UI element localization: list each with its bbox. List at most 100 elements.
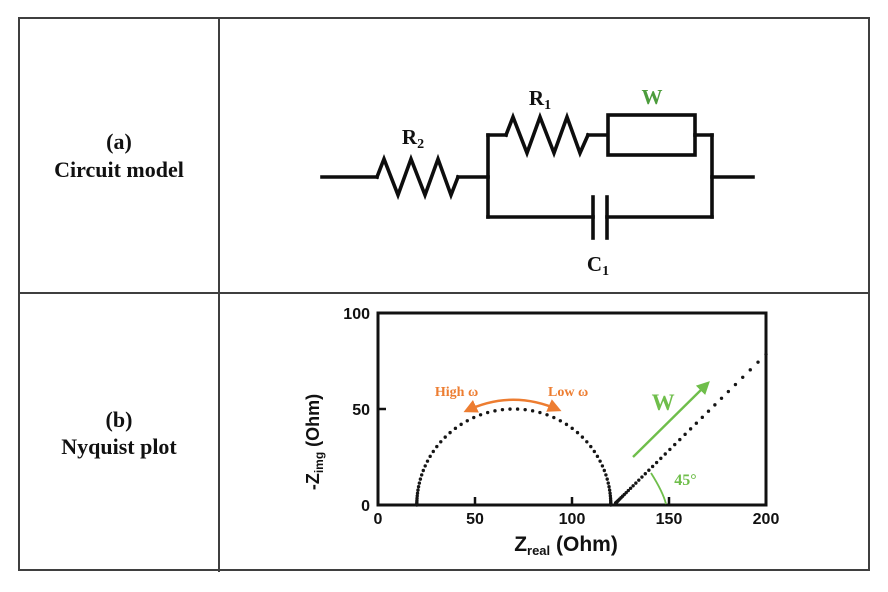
data-point: [570, 426, 574, 431]
label-warburg: W: [642, 85, 663, 109]
x-tick-label: 100: [559, 511, 586, 528]
data-point: [726, 389, 731, 394]
data-point: [416, 488, 420, 492]
data-point: [624, 490, 628, 495]
data-point: [634, 481, 638, 485]
row-b-tag: (b): [105, 406, 133, 432]
data-point: [663, 452, 667, 456]
data-point: [564, 422, 569, 427]
data-point: [606, 481, 610, 485]
cell-b-content: 0 50 100 150 200 0 50 100 Zreal (Ohm) -Zimg (Oh…: [218, 294, 868, 572]
data-point: [448, 430, 452, 435]
data-point: [683, 432, 687, 437]
x-tick-label: 200: [753, 511, 780, 528]
cell-a-label: (a) Circuit model: [20, 19, 218, 294]
y-tick-label: 100: [343, 306, 370, 323]
y-tick-label: 0: [361, 498, 370, 515]
data-point: [415, 491, 420, 495]
data-point: [607, 488, 612, 492]
x-tick-label: 150: [656, 511, 683, 528]
data-point: [608, 491, 612, 495]
data-point: [558, 419, 563, 423]
data-point: [637, 478, 641, 482]
data-point: [694, 421, 699, 425]
row-b-caption: Nyquist plot: [61, 434, 177, 459]
circuit-diagram: R2 R1 W C1: [320, 85, 755, 279]
data-point: [417, 481, 422, 485]
data-point: [439, 440, 443, 444]
y-axis-title: -Zimg (Ohm): [303, 394, 326, 490]
data-point: [585, 440, 589, 444]
data-point: [453, 426, 458, 431]
data-point: [647, 468, 651, 472]
resistor-r1-zigzag: [503, 111, 591, 159]
data-point: [589, 444, 593, 449]
data-point: [719, 396, 724, 401]
data-point: [443, 435, 447, 439]
data-point: [523, 407, 527, 412]
data-points-layer: [415, 352, 768, 507]
data-point: [607, 485, 611, 489]
angle-arc: [650, 472, 667, 505]
data-point: [764, 352, 768, 356]
data-point: [626, 488, 631, 493]
resistor-r2-zigzag: [374, 153, 461, 201]
data-point: [493, 409, 497, 413]
label-c1: C1: [587, 252, 609, 279]
label-r1: R1: [529, 86, 551, 113]
data-point: [428, 454, 432, 459]
x-tick-label: 50: [466, 511, 484, 528]
data-point: [713, 403, 717, 407]
cell-b-label: (b) Nyquist plot: [20, 294, 218, 572]
data-point: [659, 456, 663, 461]
annotation-high-omega: High ω: [435, 385, 478, 400]
data-point: [435, 444, 439, 449]
data-point: [706, 409, 711, 413]
data-point: [688, 427, 693, 431]
cell-a-content: R2 R1 W C1: [218, 19, 868, 294]
data-point: [545, 413, 549, 417]
label-r2: R2: [402, 125, 424, 152]
data-point: [678, 437, 682, 442]
data-point: [530, 409, 535, 413]
data-point: [538, 410, 542, 415]
data-point: [425, 459, 430, 463]
data-point: [598, 459, 602, 463]
annotation-angle-45: 45°: [674, 472, 696, 489]
row-a-caption: Circuit model: [54, 156, 184, 182]
nyquist-plot: 0 50 100 150 200 0 50 100 Zreal (Ohm) -Zimg (Oh…: [303, 306, 779, 558]
data-point: [602, 468, 607, 473]
data-point: [741, 375, 745, 380]
annotation-low-omega: Low ω: [548, 385, 588, 400]
plot-frame: [376, 311, 768, 507]
data-point: [418, 477, 423, 481]
data-point: [600, 464, 605, 468]
data-point: [416, 485, 421, 489]
figure-table: (a) Circuit model: [18, 17, 870, 572]
frequency-sweep-arrow: [463, 398, 562, 413]
data-point: [673, 442, 677, 447]
data-point: [756, 360, 760, 364]
data-point: [748, 368, 752, 372]
y-tick-label: 50: [352, 402, 370, 419]
data-point: [575, 430, 580, 435]
data-point: [650, 464, 655, 469]
data-point: [668, 447, 672, 452]
data-point: [515, 407, 520, 411]
data-point: [631, 484, 635, 488]
data-point: [419, 473, 424, 477]
data-point: [500, 407, 505, 412]
data-point: [592, 449, 597, 454]
tick-layer: 0 50 100 150 200 0 50 100: [343, 306, 779, 528]
data-point: [465, 419, 469, 423]
data-point: [478, 413, 483, 417]
row-a-tag: (a): [106, 129, 132, 154]
data-point: [595, 454, 600, 459]
annotation-warburg-w: W: [652, 390, 675, 415]
data-point: [508, 407, 512, 411]
data-point: [654, 460, 659, 465]
data-point: [421, 468, 425, 473]
data-point: [605, 477, 609, 481]
data-point: [459, 422, 463, 427]
data-point: [580, 435, 585, 439]
